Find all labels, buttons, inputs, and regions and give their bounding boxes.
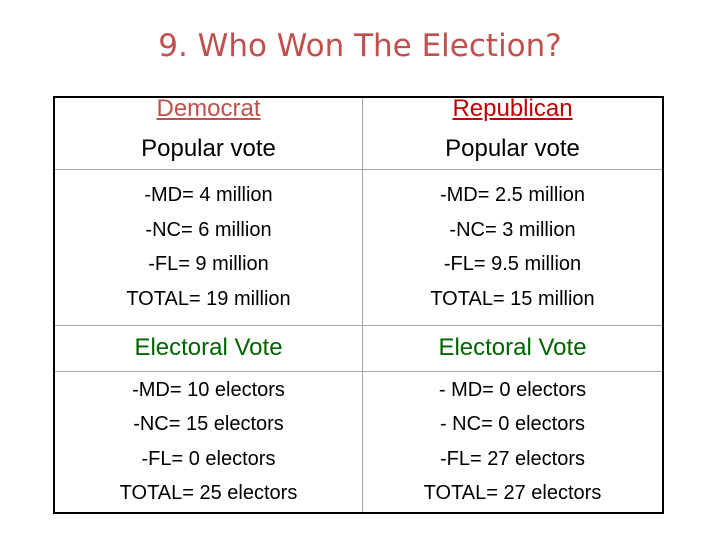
democrat-header-cell: Democrat Popular vote	[53, 95, 363, 170]
democrat-electoral-nc: -NC= 15 electors	[133, 413, 284, 436]
republican-popular-label: Popular vote	[445, 135, 580, 163]
republican-electoral-md: - MD= 0 electors	[438, 378, 587, 401]
election-table: Democrat Popular vote Republican Popular…	[53, 95, 664, 514]
democrat-electoral-label: Electoral Vote	[134, 334, 283, 361]
republican-electoral-label-cell: Electoral Vote	[362, 324, 664, 372]
republican-popular-nc: -NC= 3 million	[449, 218, 576, 241]
republican-popular-cell: -MD= 2.5 million -NC= 3 million -FL= 9.5…	[362, 168, 664, 326]
republican-header-cell: Republican Popular vote	[362, 95, 664, 170]
republican-electoral-fl: -FL= 27 electors	[439, 447, 586, 470]
republican-electoral-label: Electoral Vote	[438, 334, 587, 361]
democrat-electoral-fl: -FL= 0 electors	[141, 447, 276, 470]
republican-popular-md: -MD= 2.5 million	[439, 184, 586, 206]
republican-electoral-total: TOTAL= 27 electors	[423, 482, 602, 505]
democrat-popular-cell: -MD= 4 million -NC= 6 million -FL= 9 mil…	[53, 168, 363, 326]
republican-electoral-nc: - NC= 0 electors	[439, 413, 586, 436]
democrat-electoral-total: TOTAL= 25 electors	[119, 482, 298, 505]
republican-popular-total: TOTAL= 15 million	[430, 287, 595, 310]
electoral-vote-row: -MD= 10 electors -NC= 15 electors -FL= 0…	[53, 370, 664, 514]
democrat-popular-fl: -FL= 9 million	[148, 253, 269, 275]
democrat-electoral-label-cell: Electoral Vote	[53, 324, 363, 372]
democrat-popular-nc: -NC= 6 million	[145, 218, 272, 241]
democrat-electoral-cell: -MD= 10 electors -NC= 15 electors -FL= 0…	[53, 370, 363, 514]
republican-popular-fl: -FL= 9.5 million	[443, 253, 582, 275]
electoral-label-row: Electoral Vote Electoral Vote	[53, 324, 664, 372]
democrat-party-label: Democrat	[156, 95, 261, 123]
slide-title: 9. Who Won The Election?	[158, 28, 562, 64]
popular-vote-row: -MD= 4 million -NC= 6 million -FL= 9 mil…	[53, 168, 664, 326]
republican-electoral-cell: - MD= 0 electors - NC= 0 electors -FL= 2…	[362, 370, 664, 514]
header-row: Democrat Popular vote Republican Popular…	[53, 95, 664, 170]
democrat-electoral-md: -MD= 10 electors	[132, 378, 285, 401]
republican-party-label: Republican	[452, 95, 573, 123]
democrat-popular-total: TOTAL= 19 million	[126, 287, 291, 310]
democrat-popular-label: Popular vote	[141, 135, 276, 163]
democrat-popular-md: -MD= 4 million	[144, 184, 273, 206]
